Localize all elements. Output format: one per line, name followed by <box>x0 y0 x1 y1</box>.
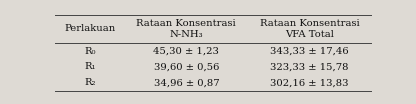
Text: Rataan Konsentrasi
N-NH₃: Rataan Konsentrasi N-NH₃ <box>136 19 236 39</box>
Text: 45,30 ± 1,23: 45,30 ± 1,23 <box>154 46 219 56</box>
Text: Perlakuan: Perlakuan <box>64 24 116 33</box>
Text: 39,60 ± 0,56: 39,60 ± 0,56 <box>154 63 219 71</box>
Text: R₀: R₀ <box>84 46 96 56</box>
Text: 323,33 ± 15,78: 323,33 ± 15,78 <box>270 63 349 71</box>
Text: 302,16 ± 13,83: 302,16 ± 13,83 <box>270 79 349 87</box>
Text: R₁: R₁ <box>84 63 96 71</box>
Text: R₂: R₂ <box>84 79 96 87</box>
Text: 343,33 ± 17,46: 343,33 ± 17,46 <box>270 46 349 56</box>
Text: 34,96 ± 0,87: 34,96 ± 0,87 <box>154 79 219 87</box>
Text: Rataan Konsentrasi
VFA Total: Rataan Konsentrasi VFA Total <box>260 19 359 39</box>
